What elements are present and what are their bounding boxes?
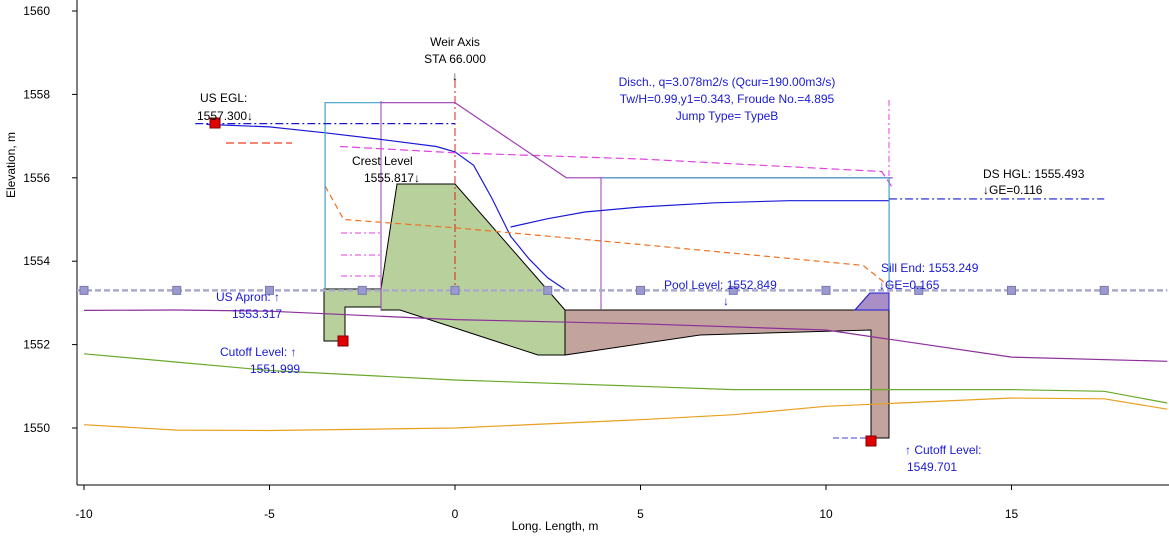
reference-lines [77, 122, 1168, 295]
pool-level-marker [543, 285, 553, 295]
series-hgl-orange-dashed [324, 185, 890, 287]
discharge-line3: Jump Type= TypeB [676, 109, 779, 123]
series-ground-purple [83, 309, 1168, 362]
pool-level-marker [450, 285, 460, 295]
pool-level-marker [172, 285, 182, 295]
ds-hgl-value: ↓GE=0.116 [983, 183, 1043, 197]
crest-level-value: 1555.817↓ [364, 171, 420, 185]
x-tick-label: -10 [75, 507, 93, 521]
pool-level-marker [728, 285, 738, 295]
us-egl-marker [209, 117, 221, 129]
pool-level-marker [265, 285, 274, 295]
series-jump-surface [510, 200, 890, 228]
pool-level-marker [636, 285, 645, 295]
x-tick-label: 0 [452, 507, 459, 521]
pool-level-marker [79, 285, 89, 295]
y-tick-label: 1550 [23, 421, 50, 435]
pool-level-marker [914, 285, 924, 295]
pool-level-marker [1007, 285, 1016, 295]
pool-level-marker [357, 285, 367, 295]
series-egl-magenta-dashed [339, 145, 894, 189]
weir-axis-arrow: ↓ [452, 69, 458, 83]
pool-level-title: Pool Level: 1552.849 [664, 278, 777, 292]
x-tick-label: 10 [819, 507, 833, 521]
series-ds-extent [603, 177, 890, 291]
y-tick-label: 1560 [23, 4, 50, 18]
ds-cutoff-title: ↑ Cutoff Level: [905, 443, 982, 457]
series-ground-green [83, 353, 1168, 404]
stilling-basin-polygon [564, 292, 890, 439]
series-layer [83, 102, 1168, 432]
series-us-extent [324, 102, 381, 291]
x-tick-label: 5 [637, 507, 644, 521]
sill-end-polygon [853, 292, 890, 311]
y-tick-label: 1558 [23, 87, 50, 101]
ds-cutoff-value: 1549.701 [907, 460, 957, 474]
x-tick-label: 15 [1005, 507, 1019, 521]
ds-hgl-title: DS HGL: 1555.493 [983, 167, 1085, 181]
us-egl-title: US EGL: [200, 91, 247, 105]
series-water-surface [206, 123, 567, 291]
y-tick-label: 1556 [23, 171, 50, 185]
weir-axis-title: Weir Axis [430, 35, 480, 49]
sill-end-title: Sill End: 1553.249 [881, 261, 979, 275]
y-axis-label: Elevation, m [4, 132, 18, 198]
axis-ticks: -10 -5 0 5 10 15 1550 1552 1554 1556 1558 1560 [23, 4, 1018, 521]
weir-axis-sta: STA 66.000 [424, 52, 486, 66]
pool-level-marker [1099, 285, 1109, 295]
series-weir-outline [380, 102, 893, 179]
us-egl-value: 1557.300↓ [197, 109, 253, 123]
discharge-line1: Disch., q=3.078m2/s (Qcur=190.00m3/s) [619, 75, 836, 89]
us-cutoff-marker [337, 335, 349, 347]
weir-body-polygon [380, 183, 566, 356]
y-tick-label: 1552 [23, 338, 50, 352]
series-ground-orange [83, 397, 1168, 432]
ds-cutoff-marker [865, 435, 877, 447]
x-tick-label: -5 [264, 507, 275, 521]
us-cutoff-value: 1551.999 [250, 362, 300, 376]
us-apron-value: 1553.317 [232, 307, 282, 321]
pool-level-marker [821, 285, 831, 295]
discharge-line2: Tw/H=0.99,y1=0.343, Froude No.=4.895 [620, 92, 835, 106]
us-apron-title: US Apron: ↑ [216, 290, 280, 304]
us-cutoff-title: Cutoff Level: ↑ [220, 345, 297, 359]
x-axis-label: Long. Length, m [512, 519, 599, 533]
sill-end-value: ↓GE=0.165 [879, 278, 940, 292]
crest-level-title: Crest Level [352, 154, 413, 168]
pool-level-arrow: ↓ [723, 294, 729, 308]
y-tick-label: 1554 [23, 254, 50, 268]
